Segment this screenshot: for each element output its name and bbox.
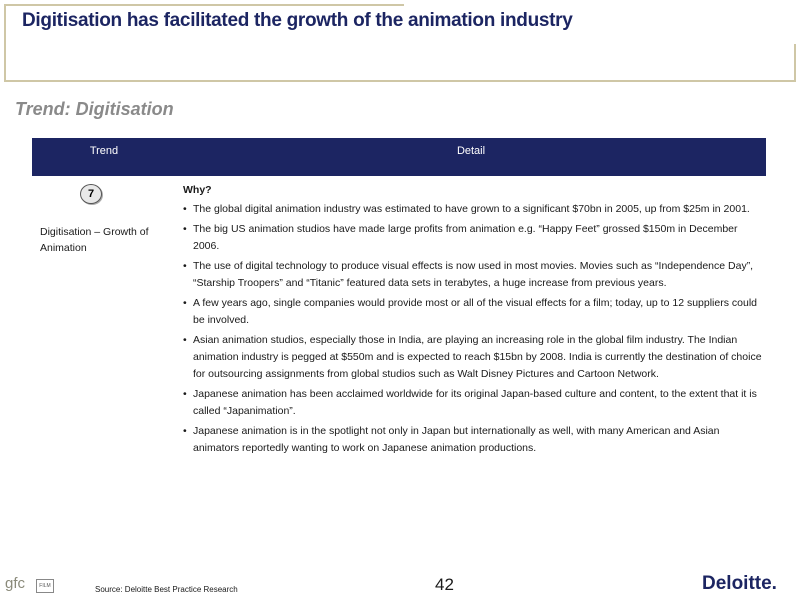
frame-bottom-line: [4, 80, 796, 82]
list-item: • The global digital animation industry w…: [183, 201, 763, 218]
list-item: • The use of digital technology to produc…: [183, 258, 763, 292]
slide-subtitle: Trend: Digitisation: [15, 99, 174, 119]
gfc-logo-text: gfc: [5, 575, 26, 592]
detail-cell: Why? • The global digital animation indus…: [183, 182, 763, 460]
bullet-text: Asian animation studios, especially thos…: [193, 334, 762, 380]
list-item: • The big US animation studios have made …: [183, 221, 763, 255]
list-item: • A few years ago, single companies would…: [183, 295, 763, 329]
header-detail: Detail: [456, 145, 486, 157]
bullet-list: • The global digital animation industry w…: [183, 201, 763, 457]
bullet-text: The big US animation studios have made l…: [193, 223, 738, 252]
frame-right-line: [794, 44, 796, 82]
bullet-icon: •: [183, 425, 187, 437]
header-trend: Trend: [89, 145, 119, 157]
bullet-text: Japanese animation has been acclaimed wo…: [193, 388, 757, 417]
frame-left-line: [4, 4, 6, 82]
bullet-text: Japanese animation is in the spotlight n…: [193, 425, 720, 454]
table-header: Trend Detail: [32, 138, 766, 176]
bullet-text: The use of digital technology to produce…: [193, 260, 754, 289]
list-item: • Asian animation studios, especially tho…: [183, 332, 763, 383]
source-note: Source: Deloitte Best Practice Research: [95, 585, 238, 594]
bullet-icon: •: [183, 260, 187, 272]
slide-title: Digitisation has facilitated the growth …: [22, 10, 573, 31]
bullet-icon: •: [183, 388, 187, 400]
why-label: Why?: [183, 184, 212, 196]
bullet-icon: •: [183, 223, 187, 235]
list-item: • Japanese animation has been acclaimed w…: [183, 386, 763, 420]
title-frame: [4, 4, 796, 82]
deloitte-logo: Deloitte.: [702, 573, 777, 594]
bullet-icon: •: [183, 297, 187, 309]
bullet-icon: •: [183, 203, 187, 215]
gfc-film-logo: gfc FILM: [5, 575, 54, 597]
bullet-text: The global digital animation industry wa…: [193, 203, 750, 215]
frame-top-line: [4, 4, 404, 6]
bullet-icon: •: [183, 334, 187, 346]
trend-number-badge: 7: [80, 184, 102, 204]
film-logo-badge: FILM: [36, 579, 54, 593]
trend-name: Digitisation – Growth of Animation: [40, 226, 149, 254]
bullet-text: A few years ago, single companies would …: [193, 297, 757, 326]
page-number: 42: [435, 575, 454, 594]
list-item: • Japanese animation is in the spotlight …: [183, 423, 763, 457]
